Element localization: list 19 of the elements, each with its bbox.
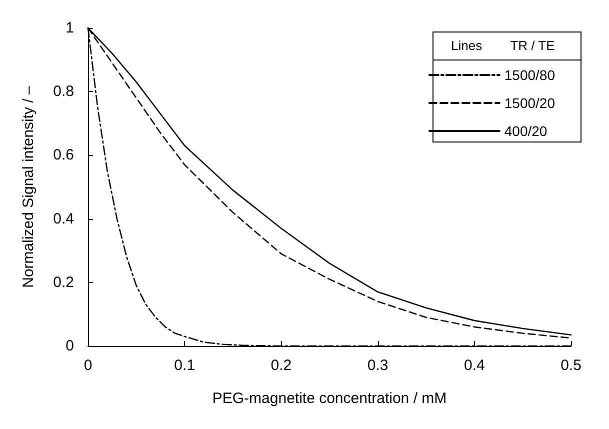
y-tick-label: 0.2	[53, 274, 74, 291]
x-tick-label: 0.1	[174, 357, 196, 374]
y-tick-label: 0.6	[53, 146, 74, 164]
x-tick-label: 0.2	[270, 357, 292, 374]
legend-title: TR / TE	[510, 38, 556, 53]
y-tick-label: 0.8	[53, 83, 74, 100]
x-tick-label: 0.4	[464, 357, 485, 374]
legend-label: 1500/80	[504, 67, 556, 83]
x-tick-label: 0.3	[367, 357, 388, 374]
y-axis-title: Normalized Signal intensity / –	[20, 85, 37, 288]
legend-label: 400/20	[504, 123, 548, 139]
legend-label: 1500/20	[504, 95, 556, 111]
annotation: Lines	[451, 38, 483, 53]
x-axis-title: PEG-magnetite concentration / mM	[212, 390, 447, 407]
y-tick-label: 0.4	[53, 210, 74, 228]
y-tick-label: 1	[66, 20, 74, 36]
x-tick-label: 0	[84, 357, 92, 374]
y-tick-label: 0	[66, 338, 74, 354]
x-tick-label: 0.5	[560, 357, 582, 374]
